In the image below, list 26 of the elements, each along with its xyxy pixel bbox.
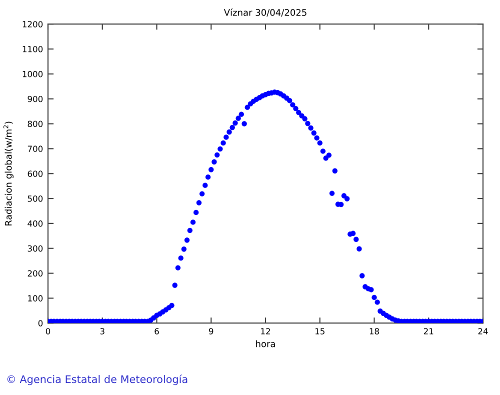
x-tick-label: 21: [424, 328, 434, 334]
x-tick-label: 3: [100, 328, 104, 334]
y-tick-label: 600: [28, 170, 43, 177]
y-axis-title: Radiacion global(w/m$^{2}$): [3, 122, 14, 226]
x-tick-label: 0: [46, 328, 50, 334]
y-tick-label: 1100: [22, 46, 43, 52]
y-tick-label: 900: [28, 96, 43, 102]
x-tick-label: 6: [154, 328, 159, 334]
chart-title: Víznar 30/04/2025: [224, 8, 306, 17]
text: © Agencia Estatal de Meteorología: [7, 374, 188, 386]
x-tick-label: 12: [261, 328, 270, 334]
y-tick-label: 700: [28, 146, 43, 152]
x-tick-label: 24: [478, 328, 488, 334]
y-tick-label: 200: [28, 270, 43, 277]
y-tick-label: 100: [28, 295, 43, 302]
x-axis-title: hora: [256, 340, 275, 348]
x-tick-label: 9: [209, 328, 214, 334]
x-tick-label: 15: [315, 328, 324, 334]
y-tick-label: 1000: [22, 70, 43, 78]
y-tick-label: 800: [28, 120, 43, 128]
y-tick-label: 500: [28, 196, 43, 202]
y-tick-label: 400: [28, 220, 43, 227]
y-tick-label: 300: [28, 245, 43, 252]
x-tick-label: 18: [370, 328, 379, 334]
y-tick-label: 1200: [22, 21, 43, 28]
y-tick-label: 0: [38, 320, 43, 326]
